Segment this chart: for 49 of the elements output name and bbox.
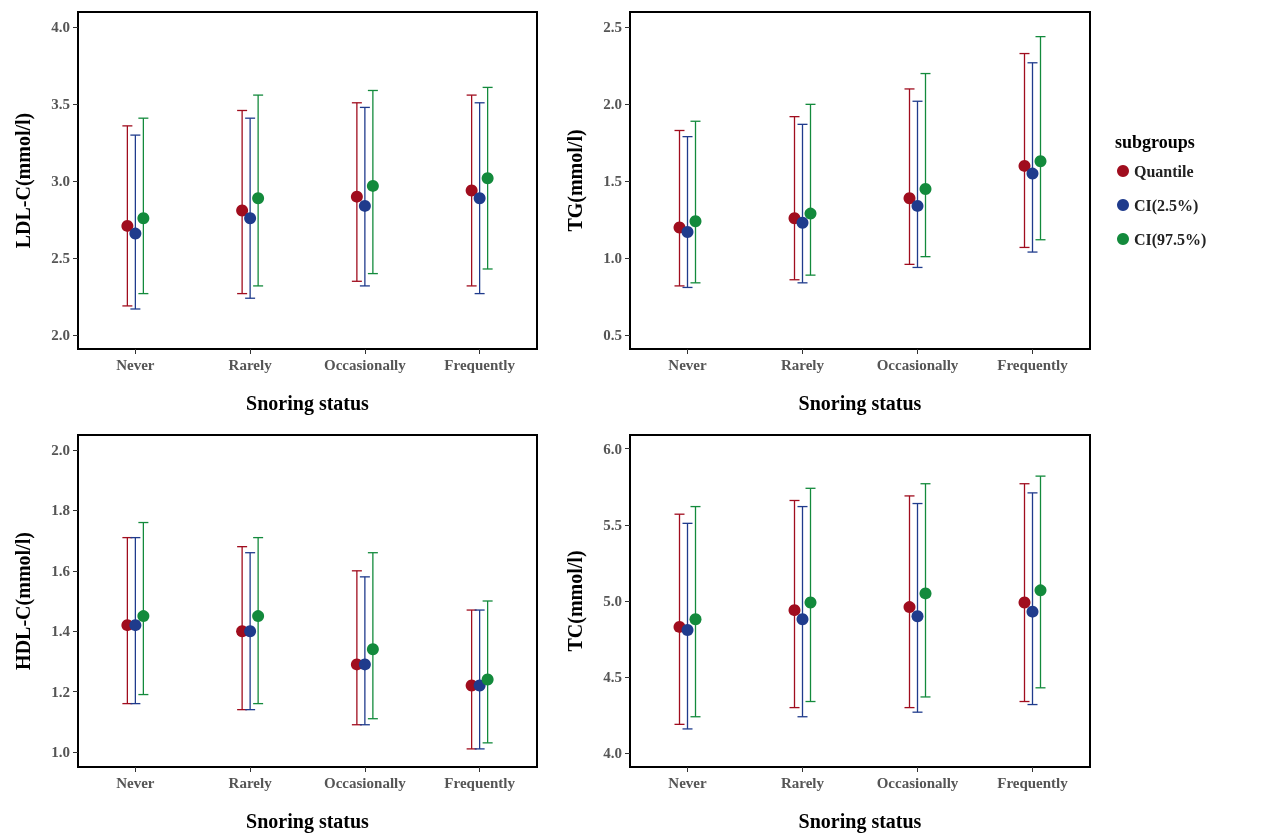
y-tick-label: 2.5 — [603, 19, 622, 36]
x-axis-title: Snoring status — [798, 392, 922, 415]
x-tick-label: Occasionally — [324, 774, 407, 791]
legend-label: Quantile — [1134, 162, 1194, 180]
y-tick-label: 1.6 — [51, 562, 71, 579]
y-tick-label: 0.5 — [603, 327, 622, 344]
y-tick-label: 5.0 — [603, 593, 622, 609]
legend-label: CI(2.5%) — [1134, 196, 1199, 215]
y-axis-title: TC(mmol/l) — [564, 550, 587, 652]
y-tick-label: 4.5 — [603, 669, 622, 686]
y-tick-label: 1.2 — [51, 683, 70, 700]
y-tick-label: 4.0 — [603, 745, 622, 762]
x-axis-title: Snoring status — [246, 810, 370, 833]
y-tick-label: 2.5 — [51, 250, 70, 267]
x-tick-label: Never — [116, 356, 155, 373]
x-tick-label: Occasionally — [876, 774, 959, 791]
y-tick-label: 1.4 — [51, 623, 71, 640]
y-tick-label: 2.0 — [51, 327, 70, 344]
legend-title: subgroups — [1115, 132, 1195, 152]
y-tick-label: 1.0 — [51, 743, 70, 760]
x-tick-label: Rarely — [780, 356, 825, 373]
x-tick-label: Never — [668, 774, 707, 791]
y-tick-label: 1.0 — [603, 250, 622, 267]
y-tick-label: 6.0 — [603, 440, 622, 457]
y-axis-title: HDL-C(mmol/l) — [12, 532, 35, 670]
y-tick-label: 3.0 — [51, 173, 70, 190]
y-tick-label: 4.0 — [51, 19, 70, 36]
x-tick-label: Rarely — [228, 356, 273, 373]
x-tick-label: Frequently — [997, 356, 1069, 373]
y-axis-title: LDL-C(mmol/l) — [12, 112, 35, 249]
x-tick-label: Frequently — [444, 356, 516, 373]
x-axis-title: Snoring status — [246, 392, 370, 415]
x-tick-label: Rarely — [228, 774, 273, 791]
legend-label: CI(97.5%) — [1134, 230, 1207, 249]
y-tick-label: 3.5 — [51, 96, 70, 113]
x-tick-label: Frequently — [444, 774, 516, 791]
x-tick-label: Never — [116, 774, 155, 791]
y-tick-label: 2.0 — [51, 442, 70, 459]
x-tick-label: Occasionally — [324, 356, 407, 373]
y-tick-label: 2.0 — [603, 96, 622, 113]
x-axis-title: Snoring status — [798, 810, 922, 833]
x-tick-label: Rarely — [780, 774, 825, 791]
x-tick-label: Occasionally — [876, 356, 959, 373]
x-tick-label: Never — [668, 356, 707, 373]
y-tick-label: 1.8 — [51, 502, 70, 519]
x-tick-label: Frequently — [997, 774, 1069, 791]
y-tick-label: 1.5 — [603, 173, 622, 190]
y-tick-label: 5.5 — [603, 516, 622, 533]
y-axis-title: TG(mmol/l) — [564, 129, 587, 232]
